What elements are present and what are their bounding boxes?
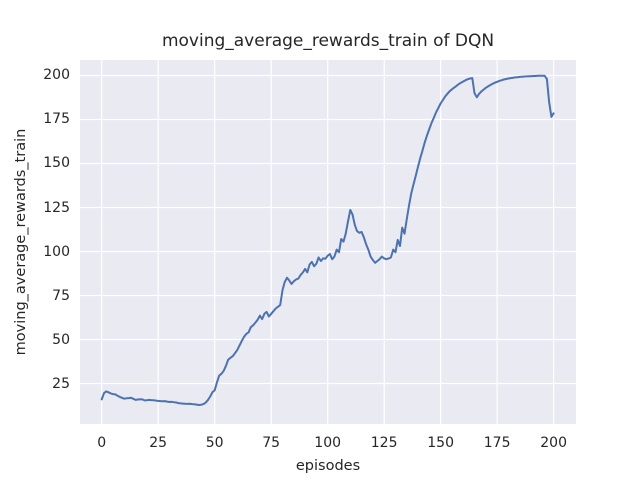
- y-tick-label-175: 175: [43, 111, 70, 128]
- chart-title: moving_average_rewards_train of DQN: [161, 31, 495, 51]
- y-tick-label-100: 100: [43, 243, 70, 260]
- x-tick-label-125: 125: [370, 435, 398, 451]
- x-tick-label-100: 100: [314, 435, 342, 451]
- x-tick-label-150: 150: [427, 435, 455, 451]
- y-tick-label-150: 150: [43, 155, 70, 172]
- y-tick-label-125: 125: [43, 199, 70, 216]
- y-tick-label-25: 25: [52, 375, 70, 392]
- x-tick-label-175: 175: [483, 435, 511, 451]
- plot-area: [80, 60, 576, 424]
- x-axis-label: episodes: [295, 458, 361, 474]
- x-tick-label-50: 50: [205, 435, 224, 451]
- x-tick-label-200: 200: [540, 435, 567, 451]
- y-tick-label-75: 75: [52, 287, 70, 304]
- x-tick-label-25: 25: [149, 435, 168, 451]
- y-tick-label-200: 200: [43, 67, 70, 84]
- y-tick-label-50: 50: [52, 331, 70, 348]
- line-chart-svg: [80, 60, 576, 424]
- x-tick-label-75: 75: [262, 435, 281, 451]
- x-tick-label-0: 0: [97, 435, 107, 451]
